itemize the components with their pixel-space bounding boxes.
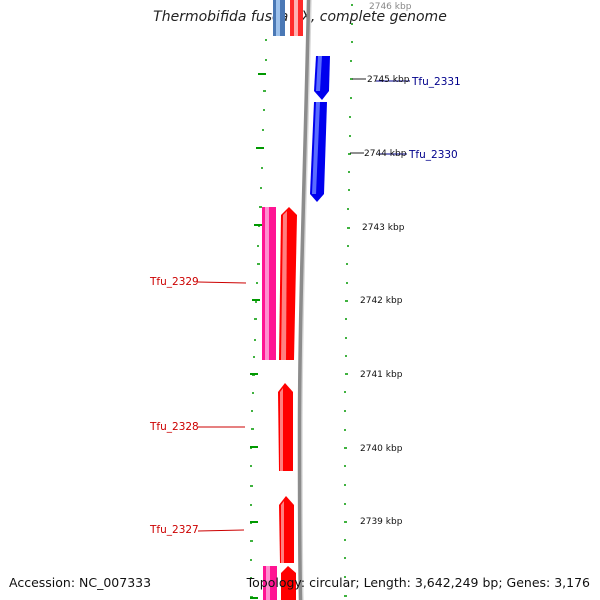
outer-lane-ticks — [344, 4, 353, 597]
label-leaders — [197, 78, 410, 532]
gene-tfu-2327-shade — [281, 501, 284, 563]
gene-label-tfu-2331[interactable]: Tfu_2331 — [411, 76, 461, 88]
inner-lane-ticks — [250, 39, 267, 598]
gene-bottom-right-arrow[interactable] — [281, 566, 296, 600]
gene-tfu-2331-arrow[interactable] — [314, 56, 330, 100]
gene-features — [262, 0, 330, 600]
gene-label-tfu-2330[interactable]: Tfu_2330 — [408, 149, 458, 161]
faded-gene-top-right-highlight — [294, 0, 298, 36]
gene-tfu-2329-shade — [281, 211, 287, 360]
gene-labels: Tfu_2331 Tfu_2330 Tfu_2329 Tfu_2328 Tfu_… — [149, 76, 461, 536]
leader-tfu-2327 — [197, 529, 245, 532]
genome-backbone — [297, 0, 312, 600]
ruler-label: 2743 kbp — [362, 223, 405, 233]
gene-tfu-2330-shade — [312, 102, 320, 194]
accession-text: Accession: NC_007333 — [9, 575, 152, 590]
ruler-label: 2746 kbp — [369, 2, 412, 12]
ruler-label: 2739 kbp — [360, 517, 403, 527]
gene-label-tfu-2327[interactable]: Tfu_2327 — [149, 524, 199, 536]
genome-backbone-highlight — [301, 0, 312, 600]
gene-label-tfu-2328[interactable]: Tfu_2328 — [149, 421, 199, 433]
ruler-label: 2740 kbp — [360, 444, 403, 454]
ruler-label: 2742 kbp — [360, 296, 403, 306]
genome-summary-text: Topology: circular; Length: 3,642,249 bp… — [246, 575, 590, 590]
ruler-label: 2744 kbp — [364, 149, 407, 159]
ruler-label: 2741 kbp — [360, 370, 403, 380]
leader-tfu-2329 — [197, 281, 247, 284]
gene-label-tfu-2329[interactable]: Tfu_2329 — [149, 276, 199, 288]
ruler-labels: 2746 kbp 2745 kbp 2744 kbp 2743 kbp 2742… — [360, 2, 412, 527]
major-ticks — [250, 73, 266, 599]
cds-bottom-left-bar-highlight — [266, 566, 270, 600]
ruler-label: 2745 kbp — [367, 75, 410, 85]
gene-tfu-2331-shade — [316, 56, 322, 91]
ruler-ticks — [250, 4, 353, 599]
cds-tfu-2329-bar-highlight — [265, 207, 269, 360]
gene-tfu-2328-shade — [280, 388, 283, 471]
faded-gene-top-left-highlight — [276, 0, 280, 36]
